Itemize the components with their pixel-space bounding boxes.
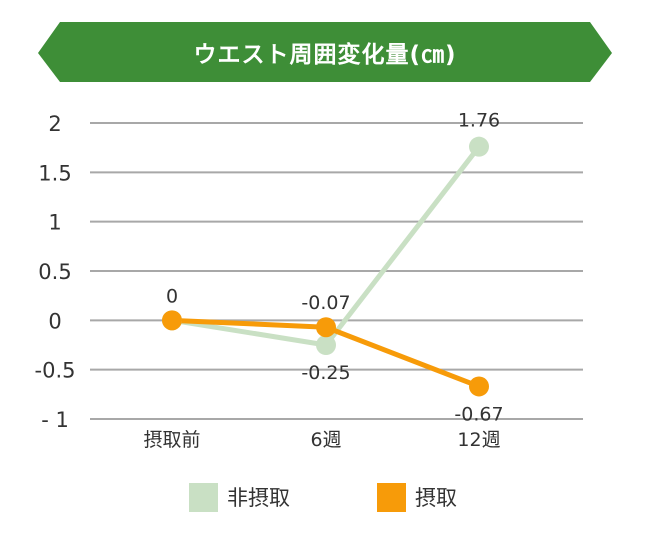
- y-tick-label: 2: [48, 112, 61, 136]
- y-tick-label: 1.5: [38, 161, 71, 185]
- y-tick-label: 1: [48, 211, 61, 235]
- x-tick-label: 摂取前: [143, 429, 200, 451]
- data-label: 1.76: [458, 110, 500, 132]
- x-axis-ticks: 摂取前 6週 12週: [143, 429, 500, 451]
- legend: 非摂取 摂取: [189, 483, 457, 512]
- x-tick-label: 12週: [457, 429, 500, 451]
- series-line-0: [171, 145, 481, 348]
- y-tick-label: 0.5: [38, 260, 71, 284]
- data-point: [316, 317, 336, 338]
- chart-title: ウエスト周囲変化量(㎝): [193, 41, 456, 68]
- legend-label: 非摂取: [227, 486, 290, 510]
- data-point: [469, 376, 489, 397]
- series-layer: -0.25 1.76 0 -0.07 -0.67: [162, 110, 504, 425]
- legend-swatch: [189, 483, 218, 512]
- legend-swatch: [377, 483, 406, 512]
- x-tick-label: 6週: [310, 429, 341, 451]
- data-label: 0: [166, 285, 178, 307]
- y-axis-ticks: 2 1.5 1 0.5 0 -0.5 - 1: [35, 112, 76, 432]
- title-banner-shape: [38, 22, 612, 82]
- data-label: -0.07: [301, 292, 350, 314]
- gridlines: [90, 122, 583, 420]
- y-tick-label: -0.5: [35, 359, 76, 383]
- legend-label: 摂取: [415, 486, 457, 510]
- data-point: [316, 335, 336, 355]
- title-banner: ウエスト周囲変化量(㎝): [38, 22, 612, 82]
- y-tick-label: 0: [48, 309, 61, 333]
- data-label: -0.25: [301, 362, 350, 384]
- y-tick-label: - 1: [41, 408, 69, 432]
- data-point: [162, 310, 182, 331]
- data-point: [469, 136, 489, 157]
- data-label: -0.67: [454, 403, 503, 425]
